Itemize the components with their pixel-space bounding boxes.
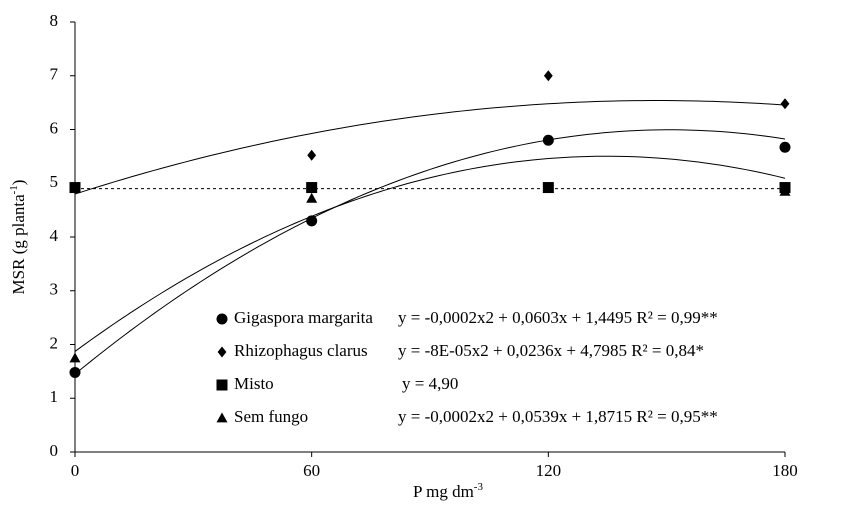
x-axis-title: P mg dm-3	[413, 481, 483, 501]
data-point	[306, 182, 318, 194]
y-tick-label: 3	[50, 280, 59, 299]
equation-label: y = 4,90	[402, 374, 458, 393]
x-tick-label: 120	[536, 461, 562, 480]
x-axis-title-text: P mg dm	[413, 482, 474, 501]
trend-line	[74, 129, 786, 375]
data-point	[542, 134, 554, 146]
legend-marker	[216, 379, 228, 391]
equation-label: y = -0,0002x2 + 0,0539x + 1,8715 R² = 0,…	[398, 407, 718, 426]
data-point	[69, 182, 81, 194]
data-point	[306, 215, 318, 227]
data-point	[69, 366, 81, 378]
y-tick-label: 6	[50, 118, 59, 137]
y-axis-title-end: )	[9, 180, 28, 186]
data-point	[780, 98, 790, 110]
x-tick-label: 0	[71, 461, 80, 480]
legend-marker	[216, 412, 228, 423]
y-axis-title: MSR (g planta-1)	[8, 180, 28, 295]
y-tick-label: 8	[50, 11, 59, 30]
y-tick-label: 7	[50, 65, 59, 84]
y-tick-label: 5	[50, 172, 59, 191]
equation-label: y = -8E-05x2 + 0,0236x + 4,7985 R² = 0,8…	[398, 341, 704, 360]
x-tick-label: 180	[772, 461, 798, 480]
data-point	[69, 352, 81, 363]
legend-label: Gigaspora margarita	[234, 308, 373, 327]
data-point	[307, 149, 317, 161]
data-point	[543, 70, 553, 82]
data-point	[779, 185, 791, 196]
data-point	[306, 192, 318, 203]
x-axis-title-sup: -3	[474, 481, 484, 493]
data-point	[542, 183, 554, 194]
legend-label: Misto	[234, 374, 274, 393]
y-tick-label: 2	[50, 333, 59, 352]
y-tick-label: 4	[50, 226, 59, 245]
legend-label: Sem fungo	[234, 407, 308, 426]
x-tick-label: 60	[303, 461, 320, 480]
legend-marker	[216, 313, 228, 325]
trend-line	[74, 155, 786, 352]
y-tick-label: 1	[50, 387, 59, 406]
data-point	[779, 141, 791, 153]
equation-label: y = -0,0002x2 + 0,0603x + 1,4495 R² = 0,…	[398, 308, 718, 327]
y-axis-title-text: MSR (g planta	[9, 194, 28, 295]
y-tick-label: 0	[50, 441, 59, 460]
y-axis-title-sup: -1	[8, 185, 20, 194]
legend-marker	[217, 346, 227, 358]
trend-line	[74, 100, 786, 195]
legend-label: Rhizophagus clarus	[234, 341, 368, 360]
